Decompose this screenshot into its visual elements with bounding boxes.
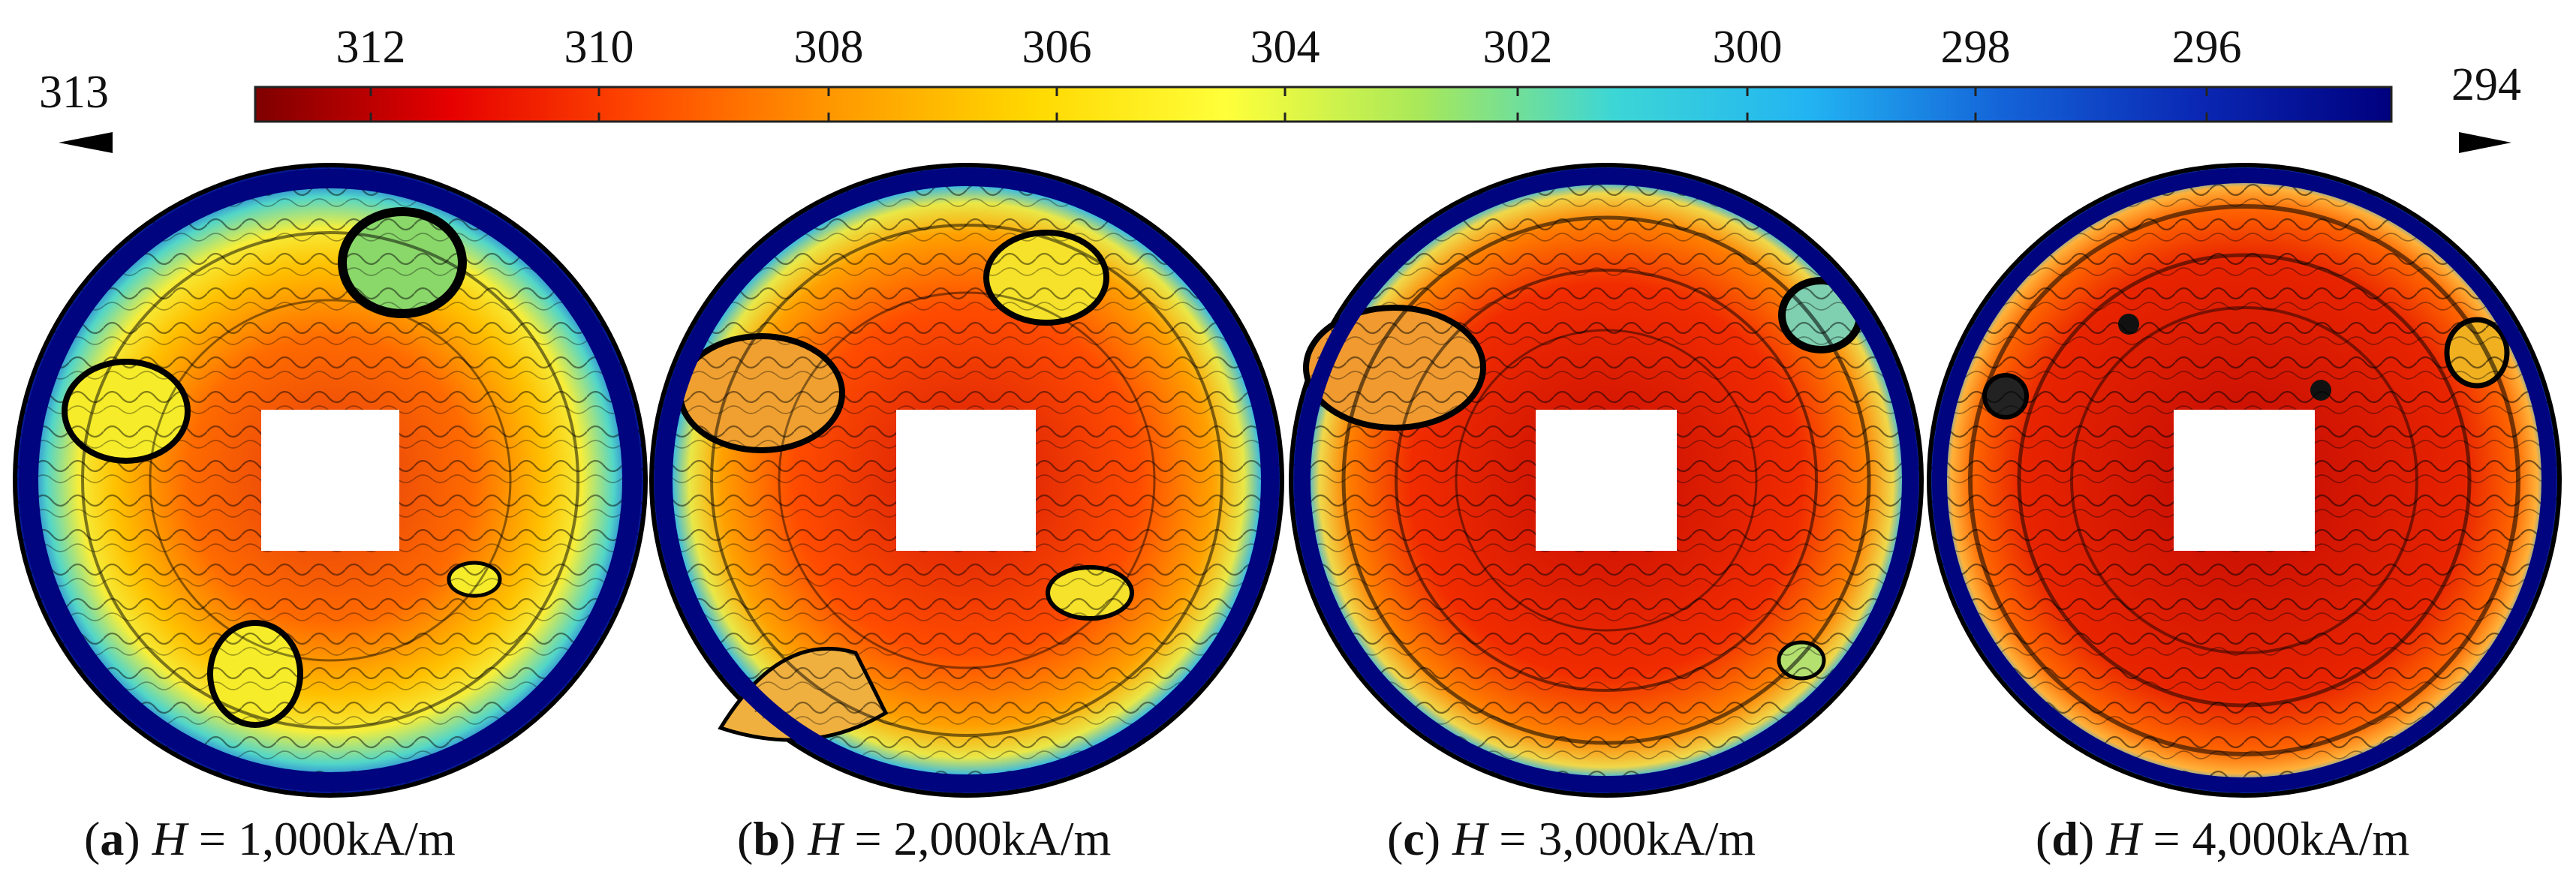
panel-d-plot — [1927, 163, 2562, 798]
panel-d-letter: d — [2051, 812, 2078, 865]
panel-a-variable: H — [152, 812, 187, 865]
colorbar-ticks — [369, 87, 2208, 122]
colorbar-tick-label: 310 — [564, 22, 634, 73]
colorbar-tick-label: 312 — [336, 22, 406, 73]
panel-d-equals: = — [2153, 812, 2180, 865]
colorbar-tick-label: 308 — [793, 22, 864, 73]
left-triangle-icon — [59, 132, 113, 153]
panel-c-variable: H — [1452, 812, 1488, 865]
panel-b-equals: = — [854, 812, 882, 865]
panel-d-value: 4,000kA/m — [2192, 812, 2410, 865]
colorbar — [254, 86, 2393, 123]
panel-d-variable: H — [2106, 812, 2141, 865]
colorbar-tick-label: 304 — [1250, 22, 1320, 73]
panel-c-value: 3,000kA/m — [1538, 812, 1756, 865]
panel-b-caption: (b) H = 2,000kA/m — [737, 812, 1112, 865]
panel-a-equals: = — [198, 812, 226, 865]
colorbar-max-label: 294 — [2451, 59, 2521, 110]
panel-d-caption: (d) H = 4,000kA/m — [2036, 812, 2410, 865]
panel-b-value: 2,000kA/m — [893, 812, 1112, 865]
panel-c-equals: = — [1499, 812, 1527, 865]
panel-a-letter: a — [100, 812, 125, 865]
panel-a-caption: (a) H = 1,000kA/m — [84, 812, 456, 865]
panel-a-value: 1,000kA/m — [237, 812, 456, 865]
colorbar-tick-label: 300 — [1712, 22, 1783, 73]
panel-b-variable: H — [808, 812, 843, 865]
colorbar-tick-label: 298 — [1940, 22, 2011, 73]
panel-c-caption: (c) H = 3,000kA/m — [1387, 812, 1756, 865]
panel-a-plot — [13, 163, 648, 798]
right-triangle-icon — [2459, 132, 2511, 153]
panel-c-plot — [1289, 163, 1924, 798]
panel-c-letter: c — [1403, 812, 1425, 865]
colorbar-min-label: 313 — [39, 67, 109, 118]
colorbar-tick-label: 302 — [1482, 22, 1553, 73]
colorbar-tick-label: 296 — [2171, 22, 2242, 73]
panel-b-letter: b — [753, 812, 780, 865]
panel-b-plot — [649, 163, 1284, 798]
colorbar-tick-label: 306 — [1022, 22, 1092, 73]
